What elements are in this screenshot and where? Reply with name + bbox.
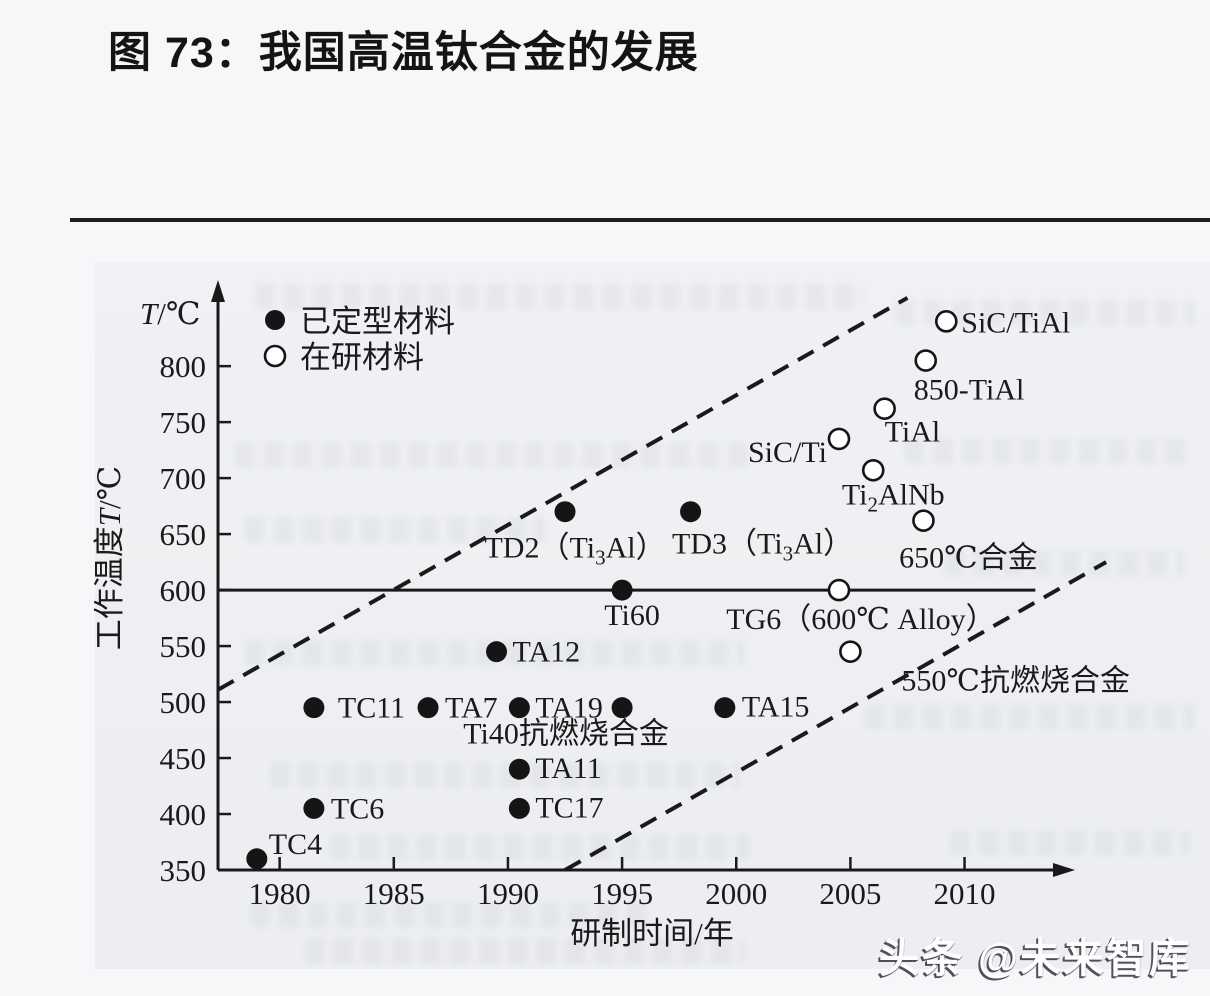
data-point-label: TA11 bbox=[535, 752, 601, 785]
data-point-label: 850-TiAl bbox=[914, 374, 1025, 407]
figure-title: 图 73：我国高温钛合金的发展 bbox=[108, 29, 699, 77]
data-point bbox=[680, 501, 702, 523]
data-point bbox=[934, 310, 958, 333]
y-tick-label: 800 bbox=[160, 349, 207, 384]
data-point-label: TD2（Ti3Al） bbox=[484, 532, 665, 570]
data-point bbox=[827, 427, 851, 451]
legend-label: 在研材料 bbox=[300, 340, 424, 375]
y-tick-label: 350 bbox=[160, 853, 207, 888]
data-point bbox=[714, 697, 736, 719]
data-point-label: TD3（Ti3Al） bbox=[672, 528, 853, 566]
data-point-label: TG6（600℃ Alloy） bbox=[726, 603, 995, 636]
x-tick-label: 2005 bbox=[819, 876, 881, 911]
data-point bbox=[508, 758, 530, 780]
data-point bbox=[303, 697, 325, 719]
data-point-label: 550℃抗燃烧合金 bbox=[901, 665, 1130, 698]
data-point-label: 650℃合金 bbox=[899, 542, 1038, 575]
data-point-label: TA15 bbox=[742, 691, 810, 724]
data-point bbox=[827, 578, 851, 602]
x-tick-label: 1985 bbox=[363, 876, 425, 911]
y-tick-label: 700 bbox=[160, 461, 207, 496]
y-tick-label: 750 bbox=[160, 405, 207, 440]
data-point bbox=[246, 848, 268, 870]
data-point bbox=[611, 579, 633, 601]
data-point-label: TA12 bbox=[513, 636, 581, 669]
data-point bbox=[839, 640, 862, 663]
data-point-label: Ti60 bbox=[604, 599, 660, 632]
x-tick-label: 1995 bbox=[591, 876, 653, 911]
data-point bbox=[611, 697, 633, 719]
watermark: 头条 @未来智库 bbox=[878, 935, 1192, 981]
data-point-label: TA7 bbox=[445, 692, 498, 725]
x-tick-label: 1990 bbox=[477, 876, 539, 911]
y-axis-title: 工作温度T/℃ bbox=[92, 466, 127, 651]
x-tick-label: 2010 bbox=[934, 876, 996, 911]
data-point-label: Ti40抗燃烧合金 bbox=[463, 718, 669, 751]
x-axis-arrow bbox=[1053, 863, 1075, 877]
data-point bbox=[914, 349, 938, 372]
y-tick-label: 600 bbox=[160, 573, 207, 608]
y-tick-label: 500 bbox=[160, 685, 207, 720]
x-axis-title: 研制时间/年 bbox=[570, 916, 734, 951]
data-point bbox=[417, 697, 439, 719]
data-point bbox=[508, 797, 530, 819]
y-tick-label: 400 bbox=[160, 797, 207, 832]
data-point bbox=[303, 797, 325, 819]
data-point-label: TC11 bbox=[338, 692, 405, 725]
data-point-label: TC17 bbox=[535, 791, 603, 824]
y-tick-label: 450 bbox=[160, 741, 207, 776]
data-point bbox=[554, 501, 576, 523]
data-point-label: TC4 bbox=[269, 828, 322, 861]
data-point-label: TiAl bbox=[885, 416, 941, 449]
title-separator bbox=[70, 218, 1210, 222]
data-point bbox=[486, 641, 508, 663]
data-point-label: SiC/TiAl bbox=[961, 306, 1070, 339]
y-tick-label: 650 bbox=[160, 517, 207, 552]
legend-open-marker-icon bbox=[263, 344, 287, 368]
y-axis-arrow bbox=[211, 280, 225, 302]
y-tick-label: 550 bbox=[160, 629, 207, 664]
data-point bbox=[873, 397, 896, 420]
data-point bbox=[912, 509, 935, 532]
x-tick-label: 1980 bbox=[249, 876, 311, 911]
data-point bbox=[508, 697, 530, 719]
boundary-dashed-line-1 bbox=[217, 296, 909, 692]
data-point-label: TA19 bbox=[535, 692, 603, 725]
boundary-dashed-line-2 bbox=[564, 560, 1108, 872]
data-point-label: Ti2AlNb bbox=[842, 478, 945, 516]
data-point bbox=[861, 458, 885, 482]
data-point-label: SiC/Ti bbox=[748, 436, 827, 469]
data-point-label: TC6 bbox=[331, 792, 384, 825]
y-axis-unit-label: T/℃ bbox=[140, 296, 201, 331]
legend-filled-marker-icon bbox=[265, 310, 285, 330]
legend-label: 已定型材料 bbox=[300, 304, 455, 339]
x-tick-label: 2000 bbox=[705, 876, 767, 911]
